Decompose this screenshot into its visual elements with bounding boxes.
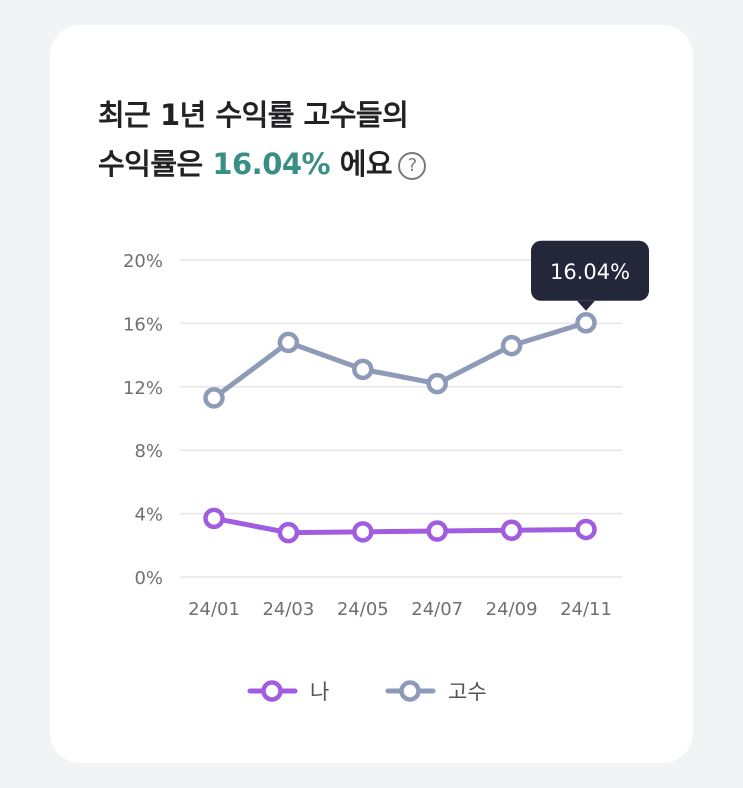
y-tick-label: 16%	[123, 314, 163, 335]
x-tick-label: 24/03	[262, 599, 314, 620]
x-tick-label: 24/05	[337, 599, 389, 620]
data-point[interactable]	[500, 519, 523, 541]
card-title: 최근 1년 수익률 고수들의 수익률은 16.04% 에요?	[98, 91, 658, 189]
x-axis-ticks: 24/01 24/03 24/05 24/07 24/09 24/11	[188, 599, 612, 620]
returns-card: 최근 1년 수익률 고수들의 수익률은 16.04% 에요?	[50, 25, 693, 763]
chart-grid	[180, 259, 622, 578]
legend-swatch-marker	[261, 680, 283, 702]
y-tick-label: 12%	[123, 378, 163, 399]
y-tick-label: 4%	[134, 505, 163, 526]
data-point[interactable]	[352, 358, 374, 381]
title-highlight-value: 16.04%	[212, 147, 331, 181]
data-point[interactable]	[575, 312, 597, 334]
data-point[interactable]	[277, 521, 300, 544]
title-line-1: 최근 1년 수익률 고수들의	[98, 98, 409, 132]
x-tick-label: 24/09	[486, 599, 538, 620]
y-axis-ticks: 0% 4% 8% 12% 16% 20%	[123, 251, 163, 589]
series-line	[211, 320, 589, 401]
legend-label: 고수	[448, 680, 487, 704]
legend-item[interactable]: 고수	[385, 680, 487, 704]
x-tick-label: 24/07	[411, 599, 463, 620]
chart-legend: 나 고수	[247, 680, 487, 704]
data-point[interactable]	[426, 372, 448, 395]
data-point[interactable]	[352, 521, 374, 543]
chart-series	[203, 312, 597, 544]
data-point[interactable]	[203, 507, 225, 530]
y-tick-label: 0%	[134, 568, 163, 589]
title-line-2-suffix: 에요	[330, 147, 393, 181]
x-tick-label: 24/11	[560, 599, 612, 620]
legend-label: 나	[310, 680, 329, 704]
tooltip-label: 16.04%	[550, 260, 630, 284]
legend-item[interactable]: 나	[247, 680, 329, 704]
tooltip-pointer	[577, 300, 595, 311]
y-tick-label: 20%	[123, 251, 163, 272]
x-tick-label: 24/01	[188, 599, 240, 620]
y-tick-label: 8%	[134, 441, 163, 462]
value-tooltip: 16.04%	[531, 240, 649, 311]
question-circle-icon[interactable]: ?	[398, 152, 427, 180]
data-point[interactable]	[500, 334, 523, 357]
tooltip-box	[531, 240, 649, 301]
data-point[interactable]	[426, 520, 448, 542]
data-point[interactable]	[203, 387, 225, 409]
series-line	[211, 515, 589, 536]
title-line-2-prefix: 수익률은	[98, 147, 213, 181]
data-point[interactable]	[575, 518, 597, 541]
data-point[interactable]	[277, 331, 300, 354]
legend-swatch-marker	[399, 680, 421, 702]
series-me	[203, 507, 597, 544]
series-expert	[203, 312, 597, 409]
